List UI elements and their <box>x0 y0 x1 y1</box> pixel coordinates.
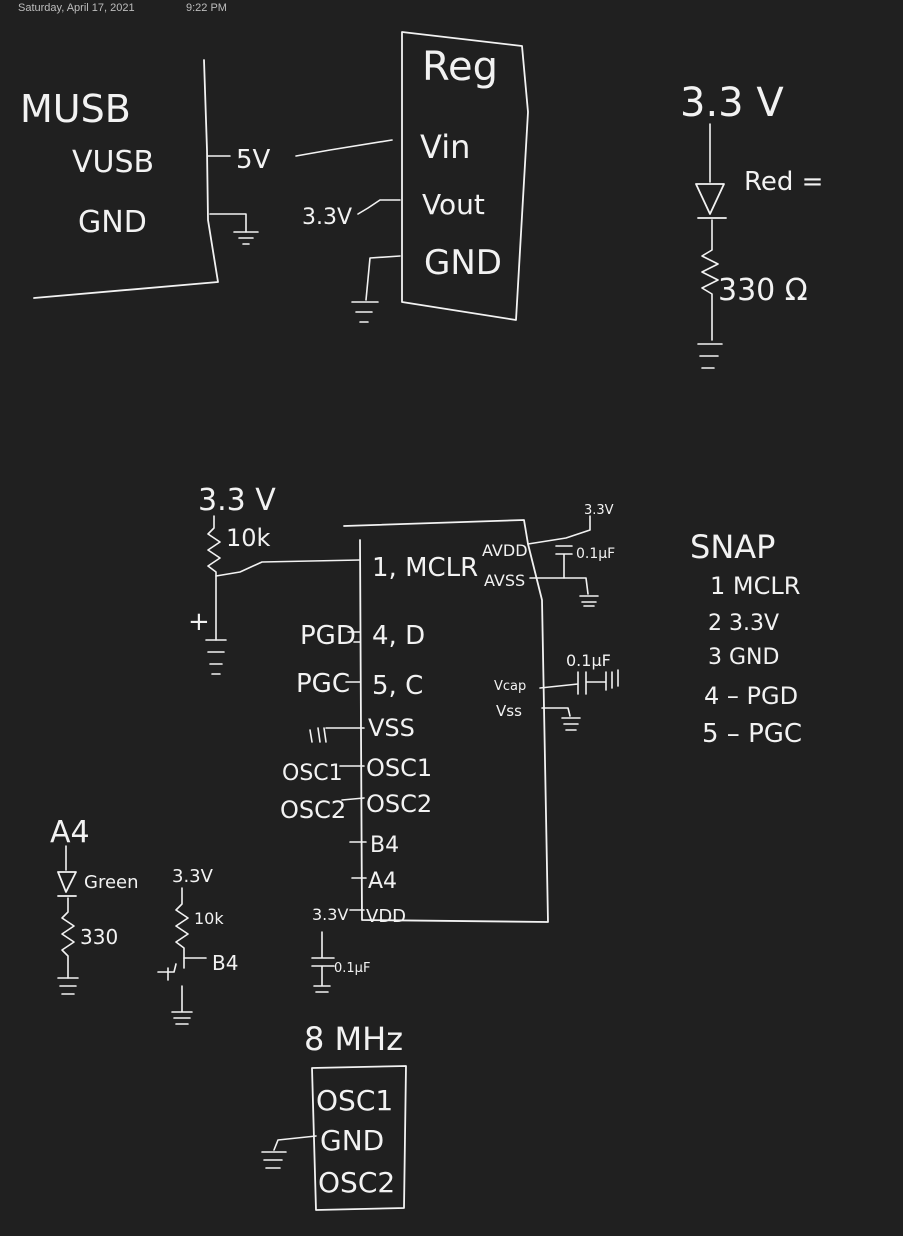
green-ground-symbol <box>57 977 79 995</box>
crystal-pin-osc1: OSC1 <box>316 1084 393 1117</box>
mcu-outline <box>343 519 549 923</box>
red-resistor-label: 330 Ω <box>718 273 808 308</box>
musb-block: MUSB VUSB GND 5V <box>20 59 393 299</box>
red-led-label: Red = <box>744 167 823 197</box>
musb-title: MUSB <box>20 87 131 131</box>
mcu-supply-label: 3.3 V <box>198 483 276 518</box>
mcu-pin-avss: AVSS <box>484 571 525 590</box>
net-osc2-label: OSC2 <box>280 796 346 824</box>
regulator-block: Reg Vin Vout GND 3.3V <box>302 31 529 323</box>
snap-pinout: SNAP 1 MCLR 2 3.3V 3 GND 4 – PGD 5 – PGC <box>690 528 802 749</box>
red-ground-symbol <box>697 343 723 369</box>
mcu-pin-vss: VSS <box>368 714 415 742</box>
vdd-decoupling-cap <box>311 931 335 993</box>
vdd-cap-label: 0.1μF <box>334 961 370 976</box>
mclr-pullup: 3.3 V 10k + <box>188 483 361 675</box>
musb-gnd-label: GND <box>78 205 147 240</box>
net-pgd-label: PGD <box>300 621 356 651</box>
musb-5v-label: 5V <box>236 145 271 175</box>
mcu-pin-mclr: 1, MCLR <box>372 553 478 583</box>
switch-net-label: B4 <box>212 951 238 975</box>
crystal-pin-gnd: GND <box>320 1124 384 1157</box>
reg-ground-symbol <box>351 301 379 323</box>
green-resistor-label: 330 <box>80 925 118 949</box>
mcu-pin-avdd: AVDD <box>482 541 528 560</box>
musb-box-outline <box>33 59 219 299</box>
switch-branch: 3.3V 10k B4 <box>157 866 238 1025</box>
mcu-pin-4d: 4, D <box>372 621 425 651</box>
crystal-box <box>311 1065 407 1211</box>
musb-ground-symbol <box>233 231 259 245</box>
mcu-chip: 1, MCLR 4, D 5, C VSS OSC1 OSC2 B4 A4 VD… <box>280 503 619 993</box>
switch-ground-symbol <box>171 985 193 1025</box>
mclr-resistor <box>207 515 221 641</box>
snap-pin-3: 3 GND <box>708 645 779 670</box>
wire-5v-to-vin <box>295 139 393 157</box>
header-time: 9:22 PM <box>186 2 227 14</box>
vcap-cap <box>539 669 619 695</box>
avdd-cap <box>555 545 573 579</box>
red-resistor <box>701 219 719 341</box>
snap-pin-1: 1 MCLR <box>710 572 800 600</box>
reg-vout-label: Vout <box>422 188 485 221</box>
mcu-pin-a4: A4 <box>368 869 397 894</box>
mclr-wire <box>215 559 361 577</box>
net-osc1-label: OSC1 <box>282 761 343 786</box>
mcu-pin-vss-right: Vss <box>496 702 522 720</box>
switch-button <box>157 963 177 981</box>
reg-gnd-label: GND <box>424 243 502 283</box>
regulator-box <box>401 31 529 321</box>
header-date: Saturday, April 17, 2021 <box>18 2 135 14</box>
red-led-branch: 3.3 V Red = 330 Ω <box>680 80 823 369</box>
mclr-ground-symbol <box>205 639 227 675</box>
crystal-block: 8 MHz OSC1 GND OSC2 <box>261 1020 407 1211</box>
vss-right-ground <box>541 707 581 731</box>
mcu-pin-osc2: OSC2 <box>366 790 432 818</box>
avdd-supply-label: 3.3V <box>584 503 614 518</box>
net-vdd-label: 3.3V <box>312 905 348 924</box>
crystal-ground <box>261 1135 317 1169</box>
mcu-pin-vcap: Vcap <box>494 679 526 694</box>
mcu-osc2-stub <box>341 797 365 801</box>
switch-supply-label: 3.3V <box>172 866 214 887</box>
crystal-pin-osc2: OSC2 <box>318 1166 395 1199</box>
vcap-cap-label: 0.1μF <box>566 651 611 670</box>
reg-vin-label: Vin <box>420 128 470 166</box>
avdd-cap-label: 0.1μF <box>576 546 615 562</box>
mcu-pin-osc1: OSC1 <box>366 754 432 782</box>
mcu-pin-vdd: VDD <box>366 906 406 927</box>
musb-gnd-wire <box>209 213 247 233</box>
mcu-pgd-stub <box>347 631 361 643</box>
mclr-resistor-label: 10k <box>226 524 271 552</box>
snap-pin-5: 5 – PGC <box>702 719 802 749</box>
mclr-plus-label: + <box>188 607 210 637</box>
reg-3v3-label: 3.3V <box>302 205 352 230</box>
green-led-branch: A4 Green 330 <box>50 815 139 995</box>
green-resistor <box>61 897 75 979</box>
mcu-vss-ground <box>309 727 365 743</box>
red-led-diode <box>695 183 725 215</box>
crystal-title: 8 MHz <box>304 1020 403 1058</box>
snap-pin-2: 2 3.3V <box>708 611 779 636</box>
reg-vout-wire <box>357 199 401 215</box>
mcu-pin-5c: 5, C <box>372 671 423 701</box>
green-net-label: A4 <box>50 815 90 850</box>
mcu-pin-b4: B4 <box>370 833 399 858</box>
status-header: Saturday, April 17, 2021 9:22 PM <box>0 0 903 18</box>
avss-ground <box>529 577 599 607</box>
green-led-diode <box>57 871 77 893</box>
avdd-wire <box>527 515 591 545</box>
red-supply-label: 3.3 V <box>680 80 784 126</box>
snap-title: SNAP <box>690 528 775 566</box>
snap-pin-4: 4 – PGD <box>704 682 798 710</box>
switch-resistor <box>175 887 189 969</box>
switch-resistor-label: 10k <box>194 909 224 928</box>
musb-vusb-label: VUSB <box>72 145 154 180</box>
net-pgc-label: PGC <box>296 669 350 699</box>
green-led-label: Green <box>84 872 139 893</box>
reg-gnd-wire <box>365 255 401 301</box>
reg-title: Reg <box>422 44 498 90</box>
